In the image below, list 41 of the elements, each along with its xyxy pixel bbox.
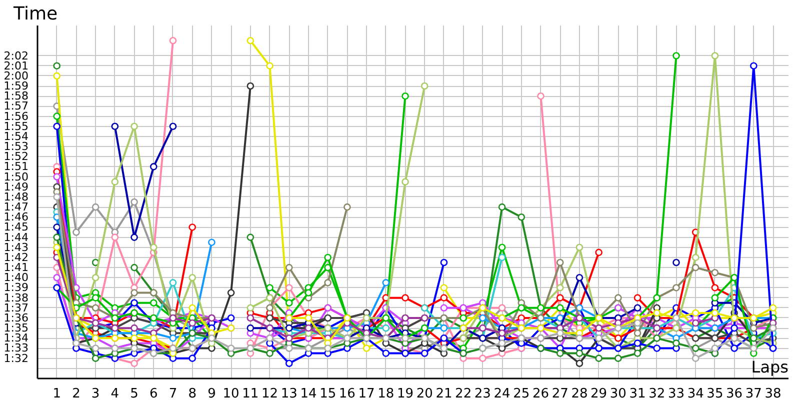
- x-tick-label: 26: [532, 386, 550, 400]
- x-tick-label: 28: [571, 386, 588, 400]
- x-tick-label: 22: [455, 386, 472, 400]
- x-tick-label: 6: [150, 386, 158, 400]
- x-tick-label: 25: [513, 386, 530, 400]
- x-tick-label: 8: [188, 386, 196, 400]
- x-tick-label: 24: [494, 386, 510, 400]
- x-tick-label: 27: [552, 386, 568, 400]
- x-tick-label: 3: [91, 386, 100, 400]
- x-tick-label: 20: [416, 386, 433, 400]
- x-tick-label: 17: [358, 386, 375, 400]
- x-tick-label: 15: [320, 386, 336, 400]
- x-tick-label: 18: [378, 386, 394, 400]
- x-tick-label: 13: [280, 386, 298, 400]
- x-tick-label: 16: [338, 386, 356, 400]
- x-tick-label: 30: [610, 386, 626, 400]
- x-tick-label: 12: [261, 386, 278, 400]
- x-tick-label: 14: [300, 386, 317, 400]
- x-tick-label: 21: [436, 386, 452, 400]
- x-tick-label: 38: [764, 386, 782, 400]
- x-tick-label: 32: [648, 386, 666, 400]
- x-tick-label: 7: [168, 386, 178, 400]
- x-tick-label: 37: [745, 386, 762, 400]
- x-tick-label: 29: [590, 386, 608, 400]
- x-tick-label: 35: [706, 386, 724, 400]
- x-tick-label: 4: [110, 386, 120, 400]
- x-tick-label: 5: [130, 386, 138, 400]
- y-tick-label: 1:41: [4, 261, 28, 274]
- x-tick-label: 23: [474, 386, 491, 400]
- x-axis-title: Laps: [751, 358, 789, 376]
- x-tick-label: 2: [72, 386, 80, 400]
- x-tick-label: 1: [52, 386, 61, 400]
- x-tick-label: 10: [222, 386, 240, 400]
- x-tick-label: 31: [629, 386, 646, 400]
- x-tick-label: 9: [208, 386, 216, 400]
- x-tick-label: 34: [687, 386, 704, 400]
- x-tick-label: 36: [726, 386, 743, 400]
- y-axis-title: Time: [12, 4, 58, 24]
- x-tick-label: 19: [396, 386, 414, 400]
- x-tick-label: 33: [668, 386, 685, 400]
- x-tick-label: 11: [242, 386, 259, 400]
